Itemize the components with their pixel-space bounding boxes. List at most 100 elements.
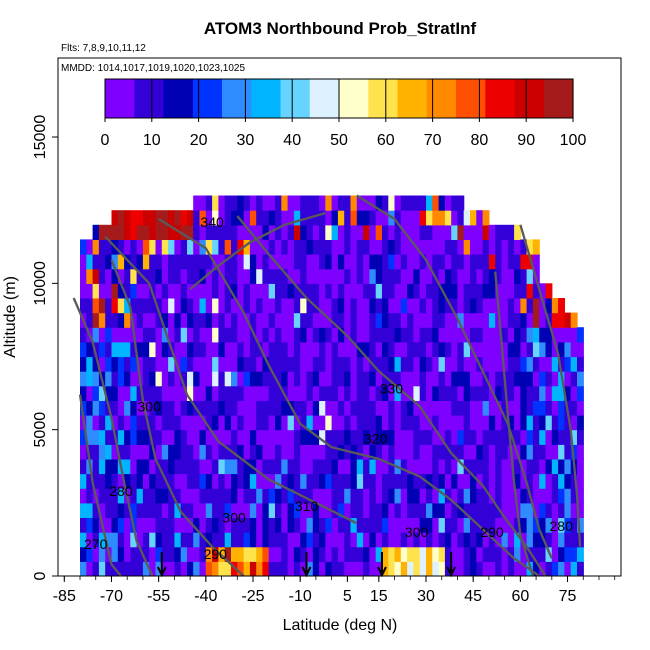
- heatmap-cell: [558, 488, 565, 504]
- heatmap-cell: [382, 371, 389, 387]
- heatmap-cell: [337, 546, 345, 562]
- heatmap-cell: [287, 444, 295, 460]
- heatmap-cell: [155, 517, 163, 533]
- heatmap-cell: [488, 327, 496, 343]
- heatmap-cell: [168, 254, 175, 270]
- heatmap-cell: [180, 473, 188, 489]
- heatmap-cell: [413, 341, 421, 358]
- flight-markers: [156, 552, 457, 578]
- heatmap-cell: [262, 341, 270, 358]
- heatmap-cell: [363, 341, 370, 358]
- heatmap-cell: [356, 224, 364, 240]
- heatmap-cell: [98, 298, 106, 314]
- heatmap-cell: [130, 371, 138, 387]
- heatmap-cell: [577, 488, 584, 504]
- heatmap-cell: [80, 458, 87, 475]
- heatmap-cell: [350, 385, 358, 401]
- heatmap-cell: [558, 312, 565, 328]
- heatmap-cell: [356, 444, 364, 460]
- heatmap-cell: [532, 473, 540, 489]
- colorbar-tick-label: 60: [377, 132, 395, 149]
- heatmap-cell: [331, 312, 339, 328]
- heatmap-cell: [218, 517, 226, 533]
- heatmap-cell: [193, 415, 201, 431]
- heatmap-cell: [356, 327, 364, 343]
- heatmap-cell: [300, 341, 308, 358]
- heatmap-cell: [507, 415, 515, 431]
- heatmap-cell: [564, 532, 572, 548]
- heatmap-cell: [444, 254, 452, 270]
- heatmap-cell: [350, 298, 358, 314]
- heatmap-cell: [306, 268, 314, 284]
- heatmap-cell: [281, 268, 289, 284]
- heatmap-cell: [92, 502, 100, 518]
- heatmap-cell: [501, 224, 509, 240]
- heatmap-cell: [426, 371, 433, 387]
- heatmap-cell: [205, 210, 213, 226]
- heatmap-cell: [243, 356, 251, 372]
- heatmap-cell: [501, 356, 509, 372]
- heatmap-cell: [193, 444, 201, 460]
- heatmap-cell: [300, 371, 308, 387]
- heatmap-cell: [514, 239, 521, 255]
- heatmap-cell: [488, 473, 496, 489]
- heatmap-cell: [300, 210, 308, 226]
- heatmap-cell: [312, 312, 320, 328]
- heatmap-cell: [476, 283, 484, 299]
- heatmap-cell: [419, 224, 427, 240]
- heatmap-cell: [300, 546, 308, 562]
- heatmap-cell: [476, 488, 484, 504]
- heatmap-cell: [375, 254, 383, 270]
- heatmap-cell: [514, 254, 521, 270]
- heatmap-cell: [174, 561, 182, 576]
- heatmap-cell: [457, 400, 465, 416]
- heatmap-cell: [363, 268, 370, 284]
- contour-label: 290: [480, 524, 504, 540]
- heatmap-cell: [268, 312, 276, 328]
- heatmap-cell: [407, 488, 414, 504]
- heatmap-cell: [463, 532, 471, 548]
- heatmap-cell: [495, 473, 503, 489]
- heatmap-cell: [419, 415, 427, 431]
- heatmap-cell: [514, 224, 521, 240]
- heatmap-cell: [470, 327, 477, 343]
- heatmap-cell: [306, 400, 314, 416]
- heatmap-cell: [463, 224, 471, 240]
- heatmap-cell: [470, 561, 477, 576]
- heatmap-cell: [231, 327, 238, 343]
- heatmap-cell: [545, 502, 553, 518]
- heatmap-cell: [281, 224, 289, 240]
- heatmap-cell: [426, 561, 433, 576]
- heatmap-cell: [249, 224, 257, 240]
- heatmap-cell: [224, 385, 232, 401]
- heatmap-cell: [507, 532, 515, 548]
- heatmap-cell: [287, 546, 295, 562]
- heatmap-cell: [577, 371, 584, 387]
- heatmap-cell: [262, 195, 270, 211]
- heatmap-cell: [382, 458, 389, 475]
- heatmap-cell: [564, 415, 572, 431]
- heatmap-cell: [394, 546, 402, 562]
- heatmap-cell: [463, 385, 471, 401]
- heatmap-cell: [369, 415, 377, 431]
- heatmap-cell: [520, 400, 528, 416]
- heatmap-cell: [231, 283, 238, 299]
- heatmap-cell: [275, 239, 282, 255]
- heatmap-cell: [382, 400, 389, 416]
- heatmap-cell: [268, 224, 276, 240]
- heatmap-cell: [155, 502, 163, 518]
- heatmap-cell: [331, 561, 339, 576]
- heatmap-cell: [224, 268, 232, 284]
- heatmap-cell: [142, 415, 150, 431]
- heatmap-cell: [130, 298, 138, 314]
- heatmap-cell: [306, 327, 314, 343]
- heatmap-cell: [400, 298, 408, 314]
- heatmap-cell: [212, 400, 219, 416]
- heatmap-cell: [287, 473, 295, 489]
- heatmap-cell: [325, 327, 333, 343]
- heatmap-cell: [275, 532, 282, 548]
- heatmap-cell: [501, 561, 509, 576]
- heatmap-cell: [98, 502, 106, 518]
- heatmap-cell: [111, 415, 119, 431]
- heatmap-cell: [249, 517, 257, 533]
